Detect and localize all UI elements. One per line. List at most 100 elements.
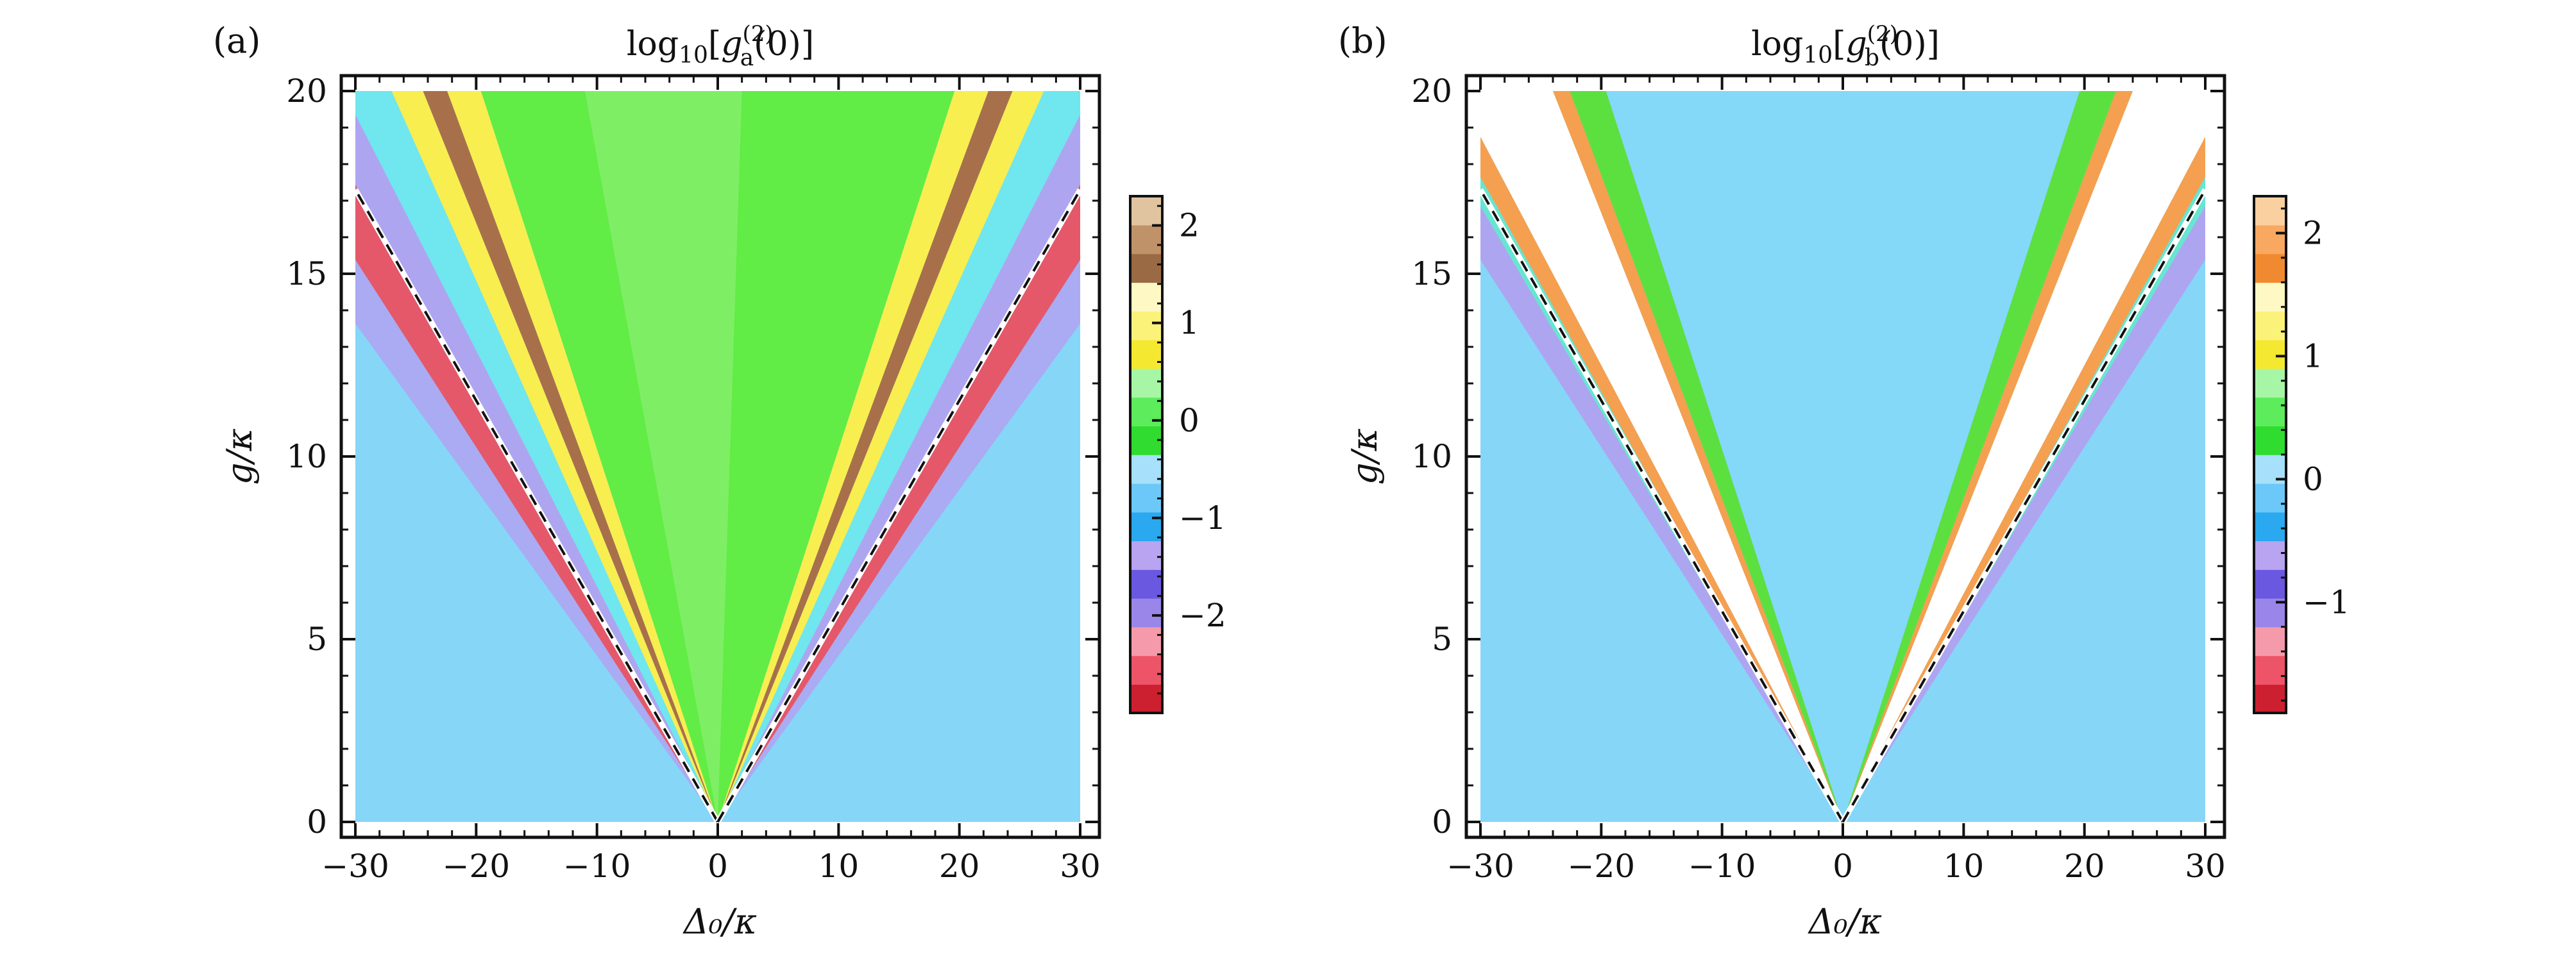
heatmap-area bbox=[355, 91, 1080, 822]
x-tick-label: −30 bbox=[321, 848, 389, 885]
colorbar: 2 1 0 −1 −2 bbox=[1129, 195, 1226, 714]
x-tick-label: 0 bbox=[1833, 848, 1853, 885]
colorbar-segment bbox=[1130, 224, 1162, 255]
panel-label: (a) bbox=[213, 21, 260, 61]
heatmap-band-center bbox=[480, 91, 955, 822]
y-tick-label: 0 bbox=[1432, 803, 1452, 841]
heatmap-band-left-3 bbox=[355, 91, 718, 822]
colorbar-segment bbox=[2254, 368, 2286, 398]
colorbar-segment bbox=[1130, 282, 1162, 312]
colorbar-segment bbox=[1130, 368, 1162, 398]
colorbar-tick-label: 0 bbox=[1179, 402, 1199, 439]
y-tick-label: 5 bbox=[307, 621, 327, 658]
x-tick-label: −10 bbox=[563, 848, 631, 885]
colorbar-segment bbox=[1130, 626, 1162, 657]
heatmap-band-right-5 bbox=[1843, 91, 2116, 822]
heatmap-band-right-5 bbox=[718, 91, 1013, 822]
colorbar-segment bbox=[1130, 483, 1162, 513]
x-tick-label: −10 bbox=[1688, 848, 1756, 885]
colorbar-segment bbox=[1130, 196, 1162, 226]
heatmap-center-highlight bbox=[584, 91, 742, 822]
heatmap-band-right-3 bbox=[1843, 91, 2205, 822]
heatmap-band-right-4 bbox=[1843, 91, 2133, 822]
chart-title: log10[g(2) a(0)] bbox=[627, 21, 814, 71]
x-tick-label: 30 bbox=[2185, 848, 2226, 885]
dashed-line-0 bbox=[354, 188, 719, 823]
heatmap-band-left-4 bbox=[391, 91, 718, 822]
x-axis-label: Δ₀/κ bbox=[682, 901, 757, 942]
colorbar-segment bbox=[2254, 196, 2286, 226]
colorbar-tick-label: −1 bbox=[1179, 499, 1226, 537]
colorbar-segment bbox=[1130, 540, 1162, 570]
colorbar-segment bbox=[1130, 455, 1162, 484]
colorbar-segment bbox=[1130, 655, 1162, 685]
x-tick-label: 10 bbox=[818, 848, 860, 885]
y-axis-label: g/κ bbox=[1344, 428, 1385, 485]
heatmap-band-right-4 bbox=[718, 91, 1044, 822]
heatmap-band-left-3 bbox=[1480, 91, 1843, 822]
colorbar: 2 1 0 −1 bbox=[2253, 195, 2350, 714]
dashed-line-0 bbox=[1479, 188, 1844, 823]
colorbar-segment bbox=[2254, 397, 2286, 427]
y-tick-label: 15 bbox=[1411, 255, 1452, 292]
colorbar-segment bbox=[2254, 339, 2286, 369]
colorbar-frame bbox=[1129, 195, 1164, 714]
colorbar-segment bbox=[2254, 282, 2286, 312]
colorbar-segment bbox=[1130, 339, 1162, 369]
colorbar-segment bbox=[1130, 311, 1162, 340]
colorbar-segment bbox=[2254, 569, 2286, 599]
heatmap-area bbox=[1480, 91, 2205, 822]
colorbar-segment bbox=[2254, 512, 2286, 542]
colorbar-segment bbox=[1130, 598, 1162, 628]
x-tick-label: 30 bbox=[1060, 848, 1101, 885]
colorbar-tick-label: 1 bbox=[1179, 305, 1199, 342]
colorbar-segment bbox=[2254, 483, 2286, 513]
colorbar-tick-label: −2 bbox=[1179, 597, 1226, 634]
colorbar-tick-label: 2 bbox=[1179, 207, 1199, 244]
x-tick-label: 10 bbox=[1944, 848, 1985, 885]
y-tick-label: 5 bbox=[1432, 621, 1452, 658]
colorbar-segment bbox=[2254, 684, 2286, 714]
colorbar-segment bbox=[2254, 426, 2286, 455]
heatmap-band-left-6 bbox=[447, 91, 718, 822]
colorbar-segment bbox=[2254, 540, 2286, 570]
colorbar-tick-label: 0 bbox=[2303, 460, 2323, 498]
colorbar-tick-label: 2 bbox=[2303, 215, 2323, 252]
heatmap-band-center bbox=[1606, 91, 2080, 822]
colorbar-segment bbox=[2254, 224, 2286, 255]
y-tick-label: 20 bbox=[286, 72, 327, 110]
colorbar-segment bbox=[1130, 253, 1162, 283]
heatmap-band-left-5 bbox=[1570, 91, 1843, 822]
dashed-line-1 bbox=[1842, 188, 2207, 823]
colorbar-segment bbox=[1130, 426, 1162, 455]
y-tick-label: 10 bbox=[286, 438, 327, 475]
x-tick-label: −20 bbox=[1568, 848, 1636, 885]
x-tick-label: 20 bbox=[939, 848, 980, 885]
x-tick-label: −30 bbox=[1446, 848, 1514, 885]
colorbar-tick-label: −1 bbox=[2303, 583, 2350, 621]
colorbar-segment bbox=[1130, 569, 1162, 599]
chart-title: log10[g(2) b(0)] bbox=[1751, 21, 1940, 71]
colorbar-segment bbox=[2254, 253, 2286, 283]
y-tick-label: 0 bbox=[307, 803, 327, 841]
heatmap-band-right-3 bbox=[718, 91, 1080, 822]
panel-label: (b) bbox=[1338, 21, 1387, 61]
heatmap-band-left-5 bbox=[423, 91, 718, 822]
heatmap-band-left-4 bbox=[1553, 91, 1843, 822]
colorbar-segment bbox=[2254, 655, 2286, 685]
x-tick-label: −20 bbox=[443, 848, 511, 885]
heatmap-band-right-6 bbox=[718, 91, 988, 822]
x-axis-label: Δ₀/κ bbox=[1808, 901, 1882, 942]
colorbar-segment bbox=[1130, 684, 1162, 714]
colorbar-tick-label: 1 bbox=[2303, 337, 2323, 374]
colorbar-segment bbox=[2254, 626, 2286, 657]
y-tick-label: 10 bbox=[1411, 438, 1452, 475]
y-tick-label: 15 bbox=[286, 255, 327, 292]
x-tick-label: 20 bbox=[2064, 848, 2105, 885]
y-axis-label: g/κ bbox=[219, 428, 260, 485]
colorbar-segment bbox=[2254, 311, 2286, 340]
dashed-line-1 bbox=[716, 188, 1081, 823]
y-tick-label: 20 bbox=[1411, 72, 1452, 110]
